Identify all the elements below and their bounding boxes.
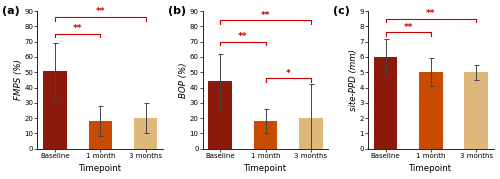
- Bar: [299, 118, 323, 149]
- Bar: [464, 72, 488, 149]
- Bar: [374, 57, 398, 149]
- Bar: [88, 121, 112, 149]
- X-axis label: Timepoint: Timepoint: [410, 165, 453, 173]
- Text: (a): (a): [2, 6, 20, 16]
- Text: **: **: [73, 24, 83, 33]
- Bar: [419, 72, 442, 149]
- Y-axis label: FMPS (%): FMPS (%): [14, 59, 23, 100]
- Text: **: **: [404, 23, 413, 32]
- Bar: [208, 81, 232, 149]
- Bar: [43, 71, 67, 149]
- X-axis label: Timepoint: Timepoint: [244, 165, 287, 173]
- X-axis label: Timepoint: Timepoint: [79, 165, 122, 173]
- Text: **: **: [426, 9, 436, 18]
- Text: *: *: [286, 69, 290, 78]
- Text: (b): (b): [168, 6, 186, 16]
- Y-axis label: site-PPD (mm): site-PPD (mm): [349, 49, 358, 111]
- Y-axis label: BOP (%): BOP (%): [179, 62, 188, 98]
- Text: **: **: [238, 32, 248, 41]
- Bar: [134, 118, 158, 149]
- Text: **: **: [261, 11, 270, 20]
- Text: **: **: [96, 8, 105, 16]
- Text: (c): (c): [333, 6, 349, 16]
- Bar: [254, 121, 278, 149]
